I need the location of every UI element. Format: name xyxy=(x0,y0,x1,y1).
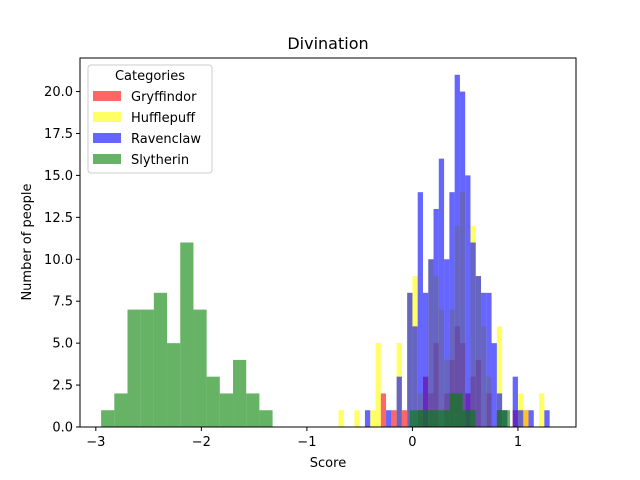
bar-slytherin xyxy=(219,393,234,427)
bar-slytherin xyxy=(233,359,247,427)
bar-slytherin xyxy=(114,393,128,427)
bar-ravenclaw xyxy=(364,410,371,427)
bar-hufflepuff xyxy=(523,410,529,427)
bar-ravenclaw xyxy=(412,326,418,427)
y-tick-label: 20.0 xyxy=(44,85,73,100)
bar-ravenclaw xyxy=(486,292,492,427)
x-axis-label: Score xyxy=(310,456,346,471)
bars-layer xyxy=(101,74,550,428)
y-tick-label: 7.5 xyxy=(52,295,73,310)
bar-slytherin xyxy=(462,410,476,427)
bar-slytherin xyxy=(422,410,437,427)
bar-ravenclaw xyxy=(491,343,497,427)
bar-ravenclaw xyxy=(454,74,460,428)
x-axis: −3 −2 −1 0 1 xyxy=(86,427,522,450)
bar-slytherin xyxy=(259,410,273,427)
bar-hufflepuff xyxy=(370,410,376,427)
y-tick-label: 15.0 xyxy=(44,169,73,184)
legend-label-slytherin: Slytherin xyxy=(131,153,189,168)
x-tick-label: −3 xyxy=(86,435,105,450)
legend-label-ravenclaw: Ravenclaw xyxy=(131,132,201,147)
legend-swatch-ravenclaw xyxy=(93,133,121,143)
legend-swatch-gryffindor xyxy=(93,91,121,101)
bar-ravenclaw xyxy=(517,410,524,427)
legend-label-hufflepuff: Hufflepuff xyxy=(131,111,196,126)
y-tick-label: 5.0 xyxy=(52,337,73,352)
bar-ravenclaw xyxy=(422,292,429,427)
chart-title: Divination xyxy=(287,34,368,53)
series-slytherin xyxy=(101,242,511,427)
y-tick-label: 17.5 xyxy=(44,127,73,142)
bar-ravenclaw xyxy=(433,208,439,427)
bar-hufflepuff xyxy=(338,410,344,427)
plot-area-frame xyxy=(79,57,577,428)
bar-slytherin xyxy=(167,343,181,427)
bar-slytherin xyxy=(436,410,450,427)
bar-slytherin xyxy=(153,292,168,427)
bar-slytherin xyxy=(496,410,511,427)
bar-slytherin xyxy=(101,410,115,427)
x-tick-label: −1 xyxy=(297,435,316,450)
bar-slytherin xyxy=(409,410,423,427)
bar-ravenclaw xyxy=(438,158,445,427)
x-tick-label: 1 xyxy=(514,435,522,450)
bar-ravenclaw xyxy=(386,410,392,427)
y-tick-label: 10.0 xyxy=(44,253,73,268)
legend-swatch-hufflepuff xyxy=(93,112,121,122)
bar-slytherin xyxy=(127,309,141,427)
legend-title: Categories xyxy=(115,69,185,84)
bar-gryffindor xyxy=(391,410,397,427)
bar-slytherin xyxy=(193,309,207,427)
bar-hufflepuff xyxy=(539,393,545,427)
bar-ravenclaw xyxy=(528,410,534,427)
bar-ravenclaw xyxy=(465,175,471,427)
bar-ravenclaw xyxy=(449,192,455,427)
bar-ravenclaw xyxy=(544,410,550,427)
y-axis: 0.0 2.5 5.0 7.5 10.0 12.5 15.0 17.5 20.0 xyxy=(44,85,80,436)
x-tick-label: 0 xyxy=(408,435,416,450)
bar-ravenclaw xyxy=(481,292,487,427)
bar-hufflepuff xyxy=(354,410,360,427)
bar-slytherin xyxy=(449,393,463,427)
bar-hufflepuff xyxy=(375,343,381,427)
bar-slytherin xyxy=(246,393,260,427)
bar-ravenclaw xyxy=(512,376,518,427)
legend-items: Gryffindor Hufflepuff Ravenclaw Slytherin xyxy=(93,90,201,168)
bar-ravenclaw xyxy=(444,259,450,427)
y-axis-label: Number of people xyxy=(20,183,35,300)
bar-ravenclaw xyxy=(470,242,476,427)
bar-hufflepuff xyxy=(517,393,524,427)
legend-swatch-slytherin xyxy=(93,154,121,164)
bar-slytherin xyxy=(180,242,194,427)
y-tick-label: 2.5 xyxy=(52,379,73,394)
legend: Categories Gryffindor Hufflepuff Ravenclaw… xyxy=(87,64,213,174)
bar-ravenclaw xyxy=(417,192,423,427)
x-tick-label: −2 xyxy=(192,435,211,450)
bar-slytherin xyxy=(140,309,154,427)
bar-ravenclaw xyxy=(496,393,503,427)
y-tick-label: 12.5 xyxy=(44,211,73,226)
series-ravenclaw xyxy=(364,74,550,428)
y-tick-label: 0.0 xyxy=(52,421,73,436)
bar-ravenclaw xyxy=(428,259,434,427)
bar-gryffindor xyxy=(380,393,387,427)
bar-gryffindor xyxy=(401,410,408,427)
bar-ravenclaw xyxy=(475,276,482,427)
bar-ravenclaw xyxy=(459,91,466,428)
legend-label-gryffindor: Gryffindor xyxy=(131,90,197,105)
bar-ravenclaw xyxy=(396,376,402,427)
bar-hufflepuff xyxy=(496,326,503,427)
bar-ravenclaw xyxy=(407,292,413,427)
bar-slytherin xyxy=(206,376,220,427)
